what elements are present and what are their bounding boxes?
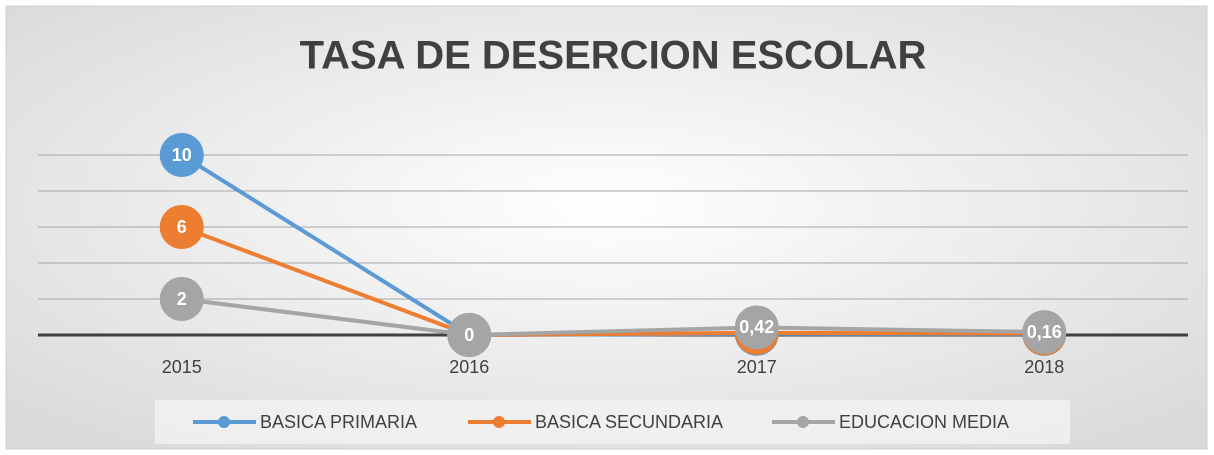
legend-label: BASICA PRIMARIA <box>260 412 417 432</box>
data-label: 6 <box>177 217 187 237</box>
data-label: 0,42 <box>739 317 774 337</box>
series-line <box>181 297 1045 338</box>
data-label: 10 <box>172 145 192 165</box>
data-label: 0 <box>464 325 474 345</box>
legend-label: EDUCACION MEDIA <box>839 412 1009 432</box>
data-point <box>734 305 779 350</box>
series-line <box>181 225 1045 338</box>
legend-marker <box>797 416 809 428</box>
x-tick-label: 2016 <box>449 357 489 377</box>
chart-title: TASA DE DESERCION ESCOLAR <box>300 34 927 78</box>
data-label: 2 <box>177 289 187 309</box>
legend-label: BASICA SECUNDARIA <box>535 412 723 432</box>
data-point <box>447 313 492 357</box>
x-tick-label: 2018 <box>1024 357 1064 377</box>
legend-marker <box>218 416 230 428</box>
data-point <box>159 277 204 321</box>
data-point <box>159 133 204 177</box>
data-label: 0,16 <box>1027 322 1062 342</box>
data-point <box>1022 310 1067 355</box>
legend-box <box>155 400 1070 444</box>
x-tick-label: 2017 <box>737 357 777 377</box>
x-tick-label: 2015 <box>162 357 202 377</box>
legend-marker <box>493 416 505 428</box>
data-point <box>159 205 204 249</box>
